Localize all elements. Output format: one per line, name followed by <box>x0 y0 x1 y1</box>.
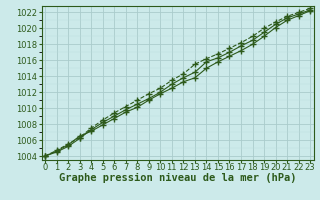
X-axis label: Graphe pression niveau de la mer (hPa): Graphe pression niveau de la mer (hPa) <box>59 173 296 183</box>
